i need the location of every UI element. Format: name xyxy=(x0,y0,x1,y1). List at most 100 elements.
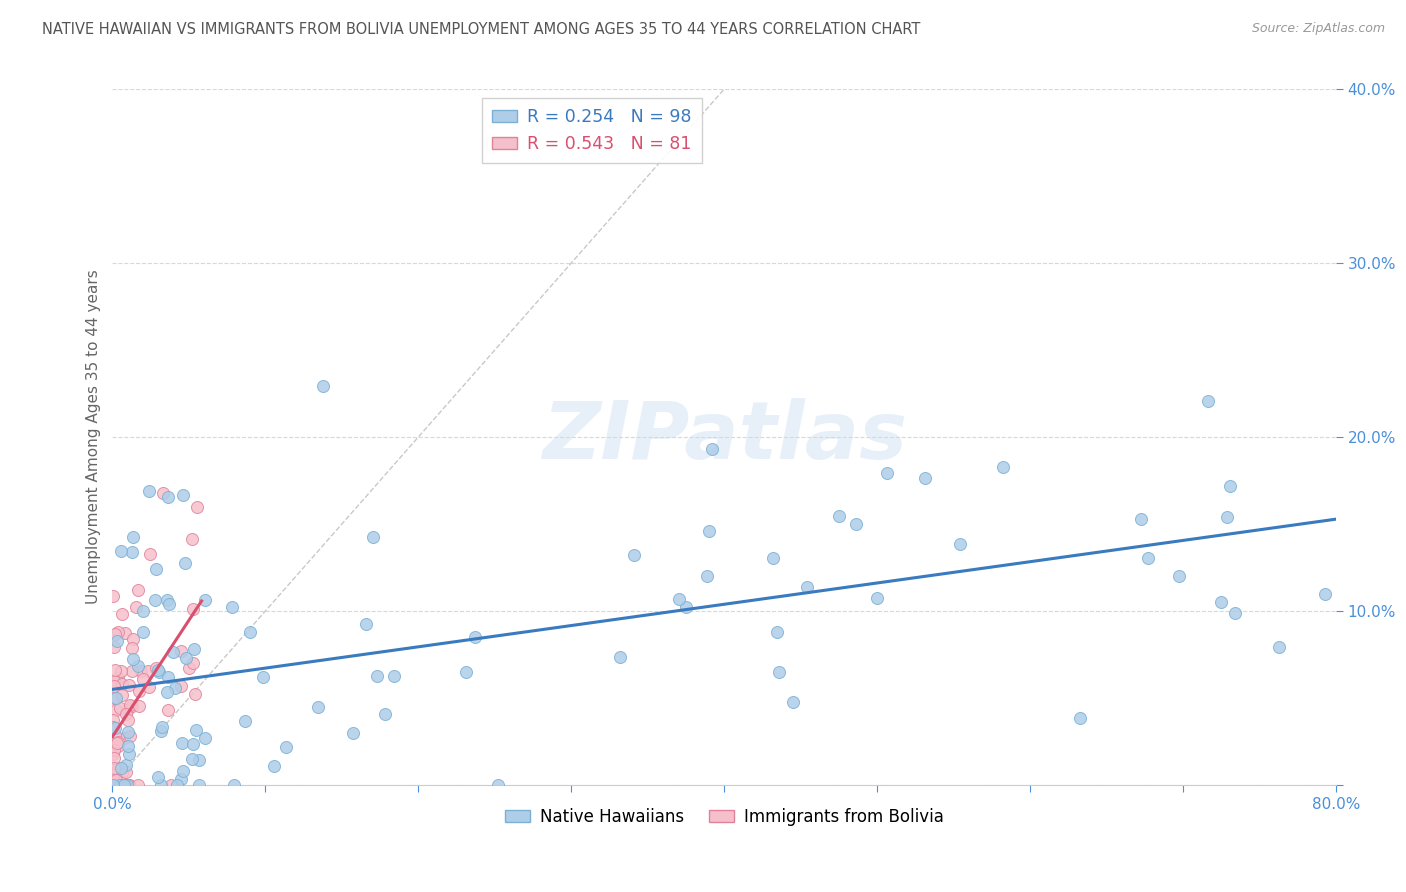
Point xyxy=(107,739,129,753)
Point xyxy=(110,761,132,775)
Point xyxy=(1315,587,1337,601)
Point xyxy=(136,664,159,678)
Point xyxy=(107,761,129,775)
Point xyxy=(120,730,142,744)
Point xyxy=(103,713,125,727)
Point xyxy=(252,670,274,684)
Point xyxy=(165,681,187,695)
Point xyxy=(1216,509,1239,524)
Point xyxy=(105,778,128,792)
Point xyxy=(143,593,166,607)
Point xyxy=(157,597,180,611)
Point xyxy=(121,632,143,646)
Point xyxy=(138,681,160,695)
Point xyxy=(107,624,129,639)
Point xyxy=(103,640,125,654)
Point xyxy=(114,778,136,792)
Point xyxy=(172,488,194,502)
Point xyxy=(186,500,208,514)
Point xyxy=(1069,710,1091,724)
Point xyxy=(112,778,135,792)
Point xyxy=(104,721,127,735)
Point xyxy=(104,703,127,717)
Point xyxy=(127,778,149,792)
Point xyxy=(117,778,139,792)
Point xyxy=(121,544,143,558)
Point xyxy=(103,679,125,693)
Text: ZIPatlas: ZIPatlas xyxy=(541,398,907,476)
Point xyxy=(156,703,179,717)
Point xyxy=(131,672,153,686)
Point xyxy=(121,530,143,544)
Point xyxy=(696,569,718,583)
Point xyxy=(121,664,143,678)
Point xyxy=(157,491,180,505)
Point xyxy=(111,607,134,622)
Point xyxy=(128,699,150,714)
Point xyxy=(105,691,128,706)
Point xyxy=(354,617,377,632)
Text: NATIVE HAWAIIAN VS IMMIGRANTS FROM BOLIVIA UNEMPLOYMENT AMONG AGES 35 TO 44 YEAR: NATIVE HAWAIIAN VS IMMIGRANTS FROM BOLIV… xyxy=(42,22,921,37)
Point xyxy=(181,752,204,766)
Point xyxy=(105,778,128,792)
Point xyxy=(111,677,134,691)
Point xyxy=(828,508,851,523)
Legend: Native Hawaiians, Immigrants from Bolivia: Native Hawaiians, Immigrants from Bolivi… xyxy=(498,801,950,832)
Point xyxy=(224,778,246,792)
Point xyxy=(121,699,143,714)
Point xyxy=(366,669,388,683)
Point xyxy=(107,778,129,792)
Point xyxy=(876,466,898,480)
Point xyxy=(107,778,129,792)
Point xyxy=(131,664,153,678)
Point xyxy=(110,766,132,780)
Point xyxy=(105,736,128,750)
Point xyxy=(464,630,486,644)
Point xyxy=(374,706,396,721)
Point xyxy=(132,625,155,640)
Point xyxy=(117,724,139,739)
Point xyxy=(187,778,209,792)
Point xyxy=(112,778,135,792)
Point xyxy=(107,634,129,648)
Point xyxy=(194,592,217,607)
Point xyxy=(172,764,194,778)
Point xyxy=(181,602,204,616)
Point xyxy=(104,728,127,742)
Point xyxy=(101,720,124,734)
Point xyxy=(170,772,193,787)
Point xyxy=(103,674,125,689)
Point xyxy=(150,778,173,792)
Point xyxy=(796,580,818,594)
Point xyxy=(122,652,145,666)
Point xyxy=(105,772,128,787)
Point xyxy=(183,642,205,657)
Point xyxy=(183,687,205,701)
Point xyxy=(150,720,173,734)
Point xyxy=(127,582,149,597)
Point xyxy=(609,650,631,665)
Point xyxy=(382,669,405,683)
Point xyxy=(263,758,285,772)
Point xyxy=(181,533,204,547)
Point xyxy=(104,778,127,792)
Point xyxy=(103,761,125,775)
Point xyxy=(623,549,645,563)
Point xyxy=(162,644,184,658)
Point xyxy=(668,592,690,607)
Point xyxy=(170,736,193,750)
Point xyxy=(128,684,150,698)
Point xyxy=(114,778,136,792)
Point xyxy=(1211,594,1233,608)
Point xyxy=(762,551,785,566)
Point xyxy=(1168,569,1191,583)
Point xyxy=(114,626,136,640)
Point xyxy=(146,663,169,677)
Point xyxy=(170,679,193,693)
Point xyxy=(105,778,128,792)
Point xyxy=(104,626,127,640)
Point xyxy=(132,603,155,617)
Point xyxy=(105,778,128,792)
Point xyxy=(914,471,936,485)
Point xyxy=(103,742,125,756)
